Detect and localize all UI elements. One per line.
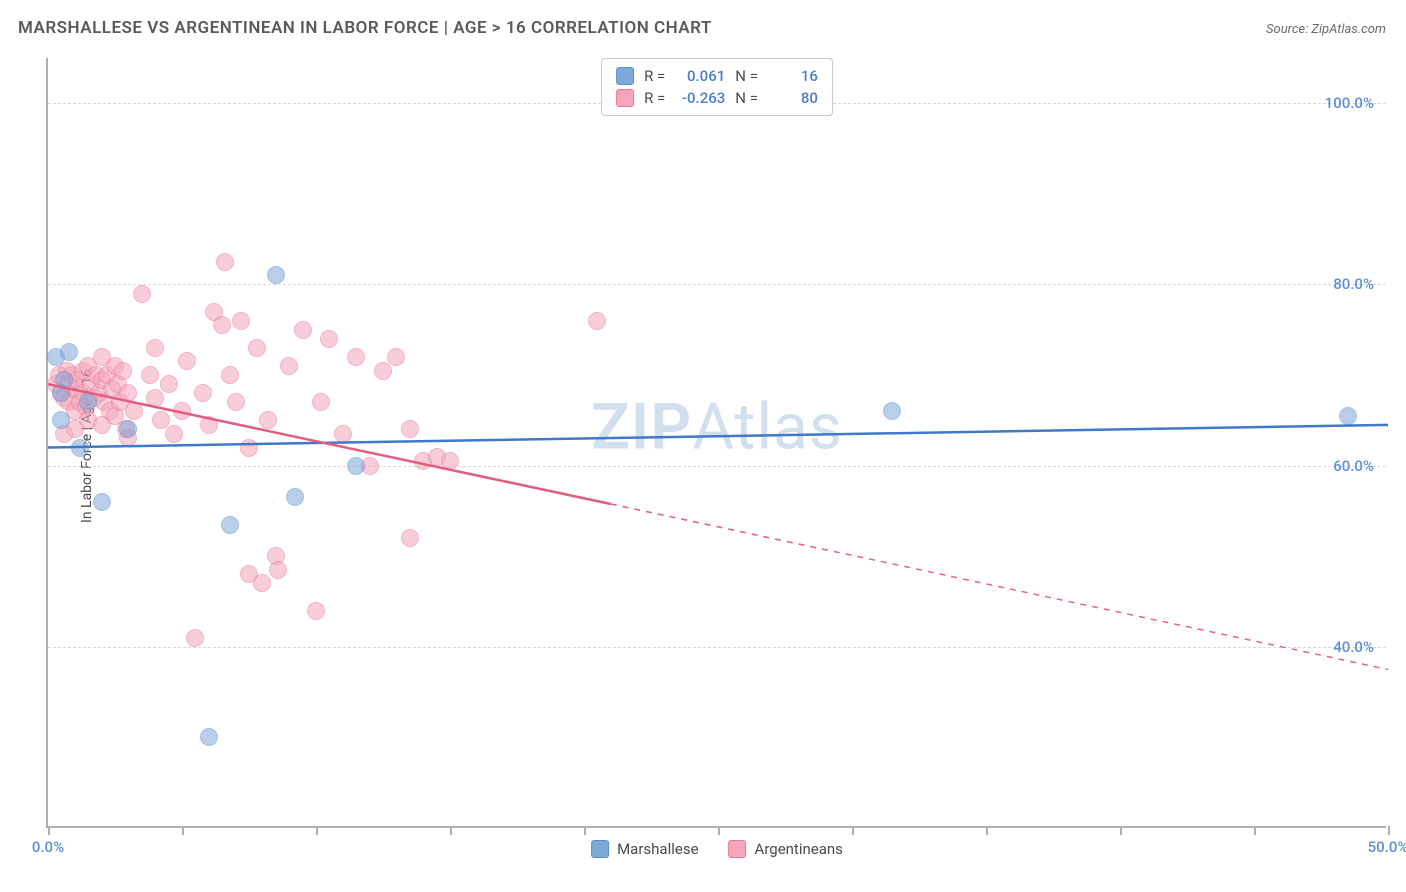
stats-r-value-marshallese: 0.061 xyxy=(675,67,725,85)
x-tick-label: 50.0% xyxy=(1368,838,1406,856)
plot-area: ZIPAtlas R = 0.061 N = 16 R = -0.263 N =… xyxy=(46,58,1386,828)
stats-row-marshallese: R = 0.061 N = 16 xyxy=(616,65,818,87)
stats-r-label: R = xyxy=(644,67,665,85)
swatch-marshallese xyxy=(616,67,634,85)
legend-item-marshallese: Marshallese xyxy=(591,840,698,858)
legend-label-marshallese: Marshallese xyxy=(617,840,698,858)
swatch-argentineans xyxy=(729,840,747,858)
stats-n-label: N = xyxy=(735,67,758,85)
x-tick-label: 0.0% xyxy=(32,838,64,856)
bottom-legend: Marshallese Argentineans xyxy=(591,840,843,858)
source-attribution: Source: ZipAtlas.com xyxy=(1266,22,1386,37)
swatch-marshallese xyxy=(591,840,609,858)
stats-n-label: N = xyxy=(735,89,758,107)
stats-n-value-marshallese: 16 xyxy=(768,67,818,85)
stats-r-label: R = xyxy=(644,89,665,107)
swatch-argentineans xyxy=(616,89,634,107)
chart-title: MARSHALLESE VS ARGENTINEAN IN LABOR FORC… xyxy=(18,18,712,38)
correlation-stats-box: R = 0.061 N = 16 R = -0.263 N = 80 xyxy=(601,58,833,116)
x-tick xyxy=(1388,826,1390,835)
legend-item-argentineans: Argentineans xyxy=(729,840,843,858)
stats-n-value-argentineans: 80 xyxy=(768,89,818,107)
stats-r-value-argentineans: -0.263 xyxy=(675,89,725,107)
stats-row-argentineans: R = -0.263 N = 80 xyxy=(616,87,818,109)
chart-container: MARSHALLESE VS ARGENTINEAN IN LABOR FORC… xyxy=(0,0,1406,892)
legend-label-argentineans: Argentineans xyxy=(755,840,843,858)
regression-line-argentineans xyxy=(48,58,1388,828)
